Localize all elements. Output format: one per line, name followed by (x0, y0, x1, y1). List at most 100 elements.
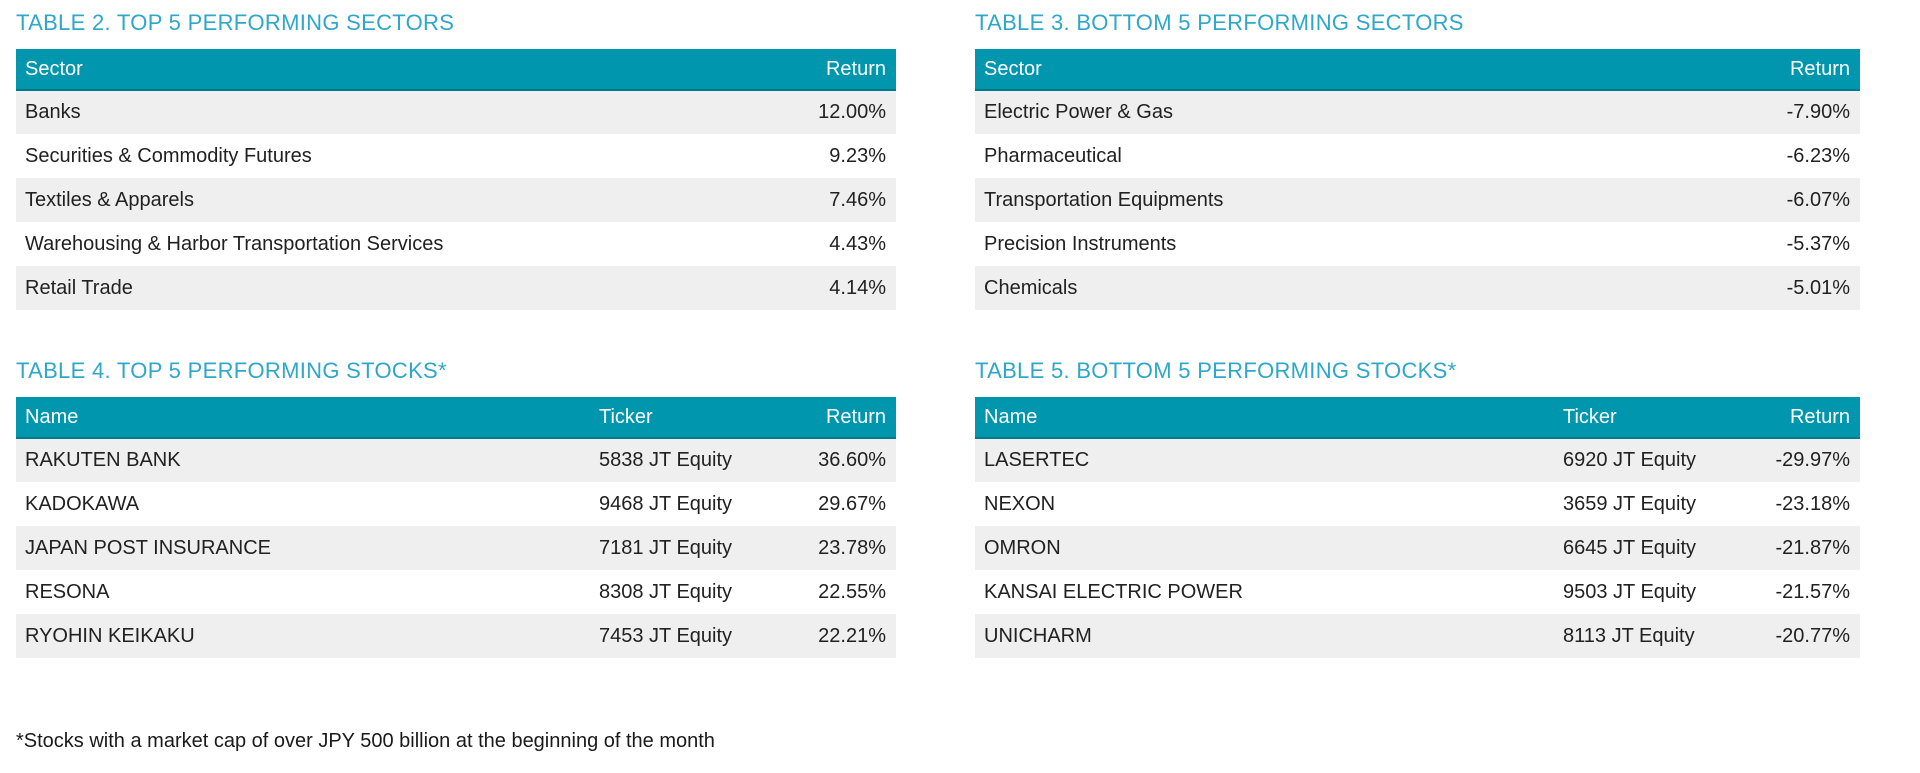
ticker-cell: 7181 JT Equity (599, 536, 733, 559)
table-row: JAPAN POST INSURANCE 7181 JT Equity 23.7… (16, 526, 896, 570)
table-title: TABLE 5. BOTTOM 5 PERFORMING STOCKS* (975, 358, 1457, 383)
table-row: Pharmaceutical -6.23% (975, 134, 1860, 178)
name-cell: OMRON (984, 536, 1061, 559)
return-cell: -21.57% (1775, 580, 1851, 603)
return-cell: 12.00% (818, 101, 886, 123)
table-row: Precision Instruments -5.37% (975, 222, 1860, 266)
ticker-cell: 8113 JT Equity (1563, 624, 1695, 647)
column-header-name: Name (16, 397, 599, 439)
return-cell: 23.78% (818, 536, 886, 559)
table-title: TABLE 2. TOP 5 PERFORMING SECTORS (16, 10, 455, 35)
sector-cell: Securities & Commodity Futures (25, 144, 312, 167)
return-cell: 4.43% (829, 232, 886, 255)
name-cell: RAKUTEN BANK (25, 449, 181, 471)
table-row: Retail Trade 4.14% (16, 266, 896, 310)
sector-cell: Precision Instruments (984, 232, 1177, 255)
data-table: Sector Return Electric Power & Gas -7.90… (975, 49, 1860, 310)
return-cell: -6.23% (1786, 144, 1850, 167)
table-row: Banks 12.00% (16, 90, 896, 134)
sector-cell: Banks (25, 101, 81, 123)
return-cell: -21.87% (1775, 536, 1851, 559)
sector-cell: Warehousing & Harbor Transportation Serv… (25, 232, 444, 255)
column-header-return: Return (1748, 397, 1860, 439)
column-header-return: Return (1730, 49, 1860, 91)
header-row: Name Ticker Return (16, 397, 896, 439)
top-stocks-table: TABLE 4. TOP 5 PERFORMING STOCKS* Name T… (16, 358, 896, 658)
table-row: UNICHARM 8113 JT Equity -20.77% (975, 614, 1860, 658)
sector-cell: Retail Trade (25, 276, 133, 299)
sector-cell: Electric Power & Gas (984, 101, 1173, 123)
ticker-cell: 6920 JT Equity (1563, 449, 1697, 471)
column-header-sector: Sector (16, 49, 766, 91)
column-header-sector: Sector (975, 49, 1730, 91)
name-cell: UNICHARM (984, 624, 1092, 647)
sector-cell: Pharmaceutical (984, 144, 1122, 167)
data-table: Name Ticker Return RAKUTEN BANK 5838 JT … (16, 397, 896, 658)
name-cell: KADOKAWA (25, 492, 140, 515)
return-cell: 7.46% (829, 188, 886, 211)
data-table: Name Ticker Return LASERTEC 6920 JT Equi… (975, 397, 1860, 658)
bottom-stocks-table: TABLE 5. BOTTOM 5 PERFORMING STOCKS* Nam… (975, 358, 1860, 658)
return-cell: -20.77% (1775, 624, 1851, 647)
name-cell: LASERTEC (984, 449, 1090, 471)
table-row: Textiles & Apparels 7.46% (16, 178, 896, 222)
header-row: Sector Return (16, 49, 896, 91)
table-row: LASERTEC 6920 JT Equity -29.97% (975, 438, 1860, 482)
footnote: *Stocks with a market cap of over JPY 50… (16, 730, 715, 752)
name-cell: NEXON (984, 492, 1056, 515)
name-cell: KANSAI ELECTRIC POWER (984, 580, 1243, 603)
table-row: RESONA 8308 JT Equity 22.55% (16, 570, 896, 614)
sector-cell: Textiles & Apparels (25, 188, 194, 211)
ticker-cell: 6645 JT Equity (1563, 536, 1697, 559)
column-header-return: Return (766, 49, 896, 91)
table-row: Electric Power & Gas -7.90% (975, 90, 1860, 134)
table-title: TABLE 3. BOTTOM 5 PERFORMING SECTORS (975, 10, 1464, 35)
return-cell: 4.14% (829, 276, 886, 299)
sector-cell: Transportation Equipments (984, 188, 1224, 211)
return-cell: -29.97% (1775, 449, 1851, 471)
table-row: Chemicals -5.01% (975, 266, 1860, 310)
sector-tables-band: TABLE 2. TOP 5 PERFORMING SECTORS Sector… (16, 10, 1920, 310)
column-header-return: Return (784, 397, 896, 439)
header-row: Sector Return (975, 49, 1860, 91)
top-sectors-table: TABLE 2. TOP 5 PERFORMING SECTORS Sector… (16, 10, 896, 310)
table-row: OMRON 6645 JT Equity -21.87% (975, 526, 1860, 570)
table-row: Warehousing & Harbor Transportation Serv… (16, 222, 896, 266)
return-cell: -5.01% (1786, 276, 1850, 299)
return-cell: -5.37% (1786, 232, 1850, 255)
return-cell: -6.07% (1786, 188, 1850, 211)
ticker-cell: 3659 JT Equity (1563, 492, 1697, 515)
ticker-cell: 5838 JT Equity (599, 449, 733, 471)
name-cell: RESONA (25, 580, 110, 603)
name-cell: JAPAN POST INSURANCE (25, 536, 271, 559)
column-header-name: Name (975, 397, 1563, 439)
ticker-cell: 8308 JT Equity (599, 580, 733, 603)
return-cell: 22.55% (818, 580, 886, 603)
column-header-ticker: Ticker (599, 397, 784, 439)
table-row: KANSAI ELECTRIC POWER 9503 JT Equity -21… (975, 570, 1860, 614)
ticker-cell: 7453 JT Equity (599, 624, 733, 647)
stock-tables-band: TABLE 4. TOP 5 PERFORMING STOCKS* Name T… (16, 358, 1920, 658)
report-page: TABLE 2. TOP 5 PERFORMING SECTORS Sector… (16, 10, 1920, 752)
return-cell: -23.18% (1775, 492, 1851, 515)
return-cell: 22.21% (818, 624, 886, 647)
ticker-cell: 9468 JT Equity (599, 492, 733, 515)
table-row: RAKUTEN BANK 5838 JT Equity 36.60% (16, 438, 896, 482)
table-row: Securities & Commodity Futures 9.23% (16, 134, 896, 178)
bottom-sectors-table: TABLE 3. BOTTOM 5 PERFORMING SECTORS Sec… (975, 10, 1860, 310)
column-header-ticker: Ticker (1563, 397, 1748, 439)
sector-cell: Chemicals (984, 276, 1078, 299)
return-cell: 36.60% (818, 449, 886, 471)
header-row: Name Ticker Return (975, 397, 1860, 439)
table-row: NEXON 3659 JT Equity -23.18% (975, 482, 1860, 526)
data-table: Sector Return Banks 12.00% Securities & … (16, 49, 896, 310)
table-row: RYOHIN KEIKAKU 7453 JT Equity 22.21% (16, 614, 896, 658)
table-row: KADOKAWA 9468 JT Equity 29.67% (16, 482, 896, 526)
table-row: Transportation Equipments -6.07% (975, 178, 1860, 222)
table-title: TABLE 4. TOP 5 PERFORMING STOCKS* (16, 358, 447, 383)
return-cell: 9.23% (829, 144, 886, 167)
return-cell: 29.67% (818, 492, 886, 515)
return-cell: -7.90% (1786, 101, 1850, 123)
name-cell: RYOHIN KEIKAKU (25, 624, 195, 647)
ticker-cell: 9503 JT Equity (1563, 580, 1697, 603)
